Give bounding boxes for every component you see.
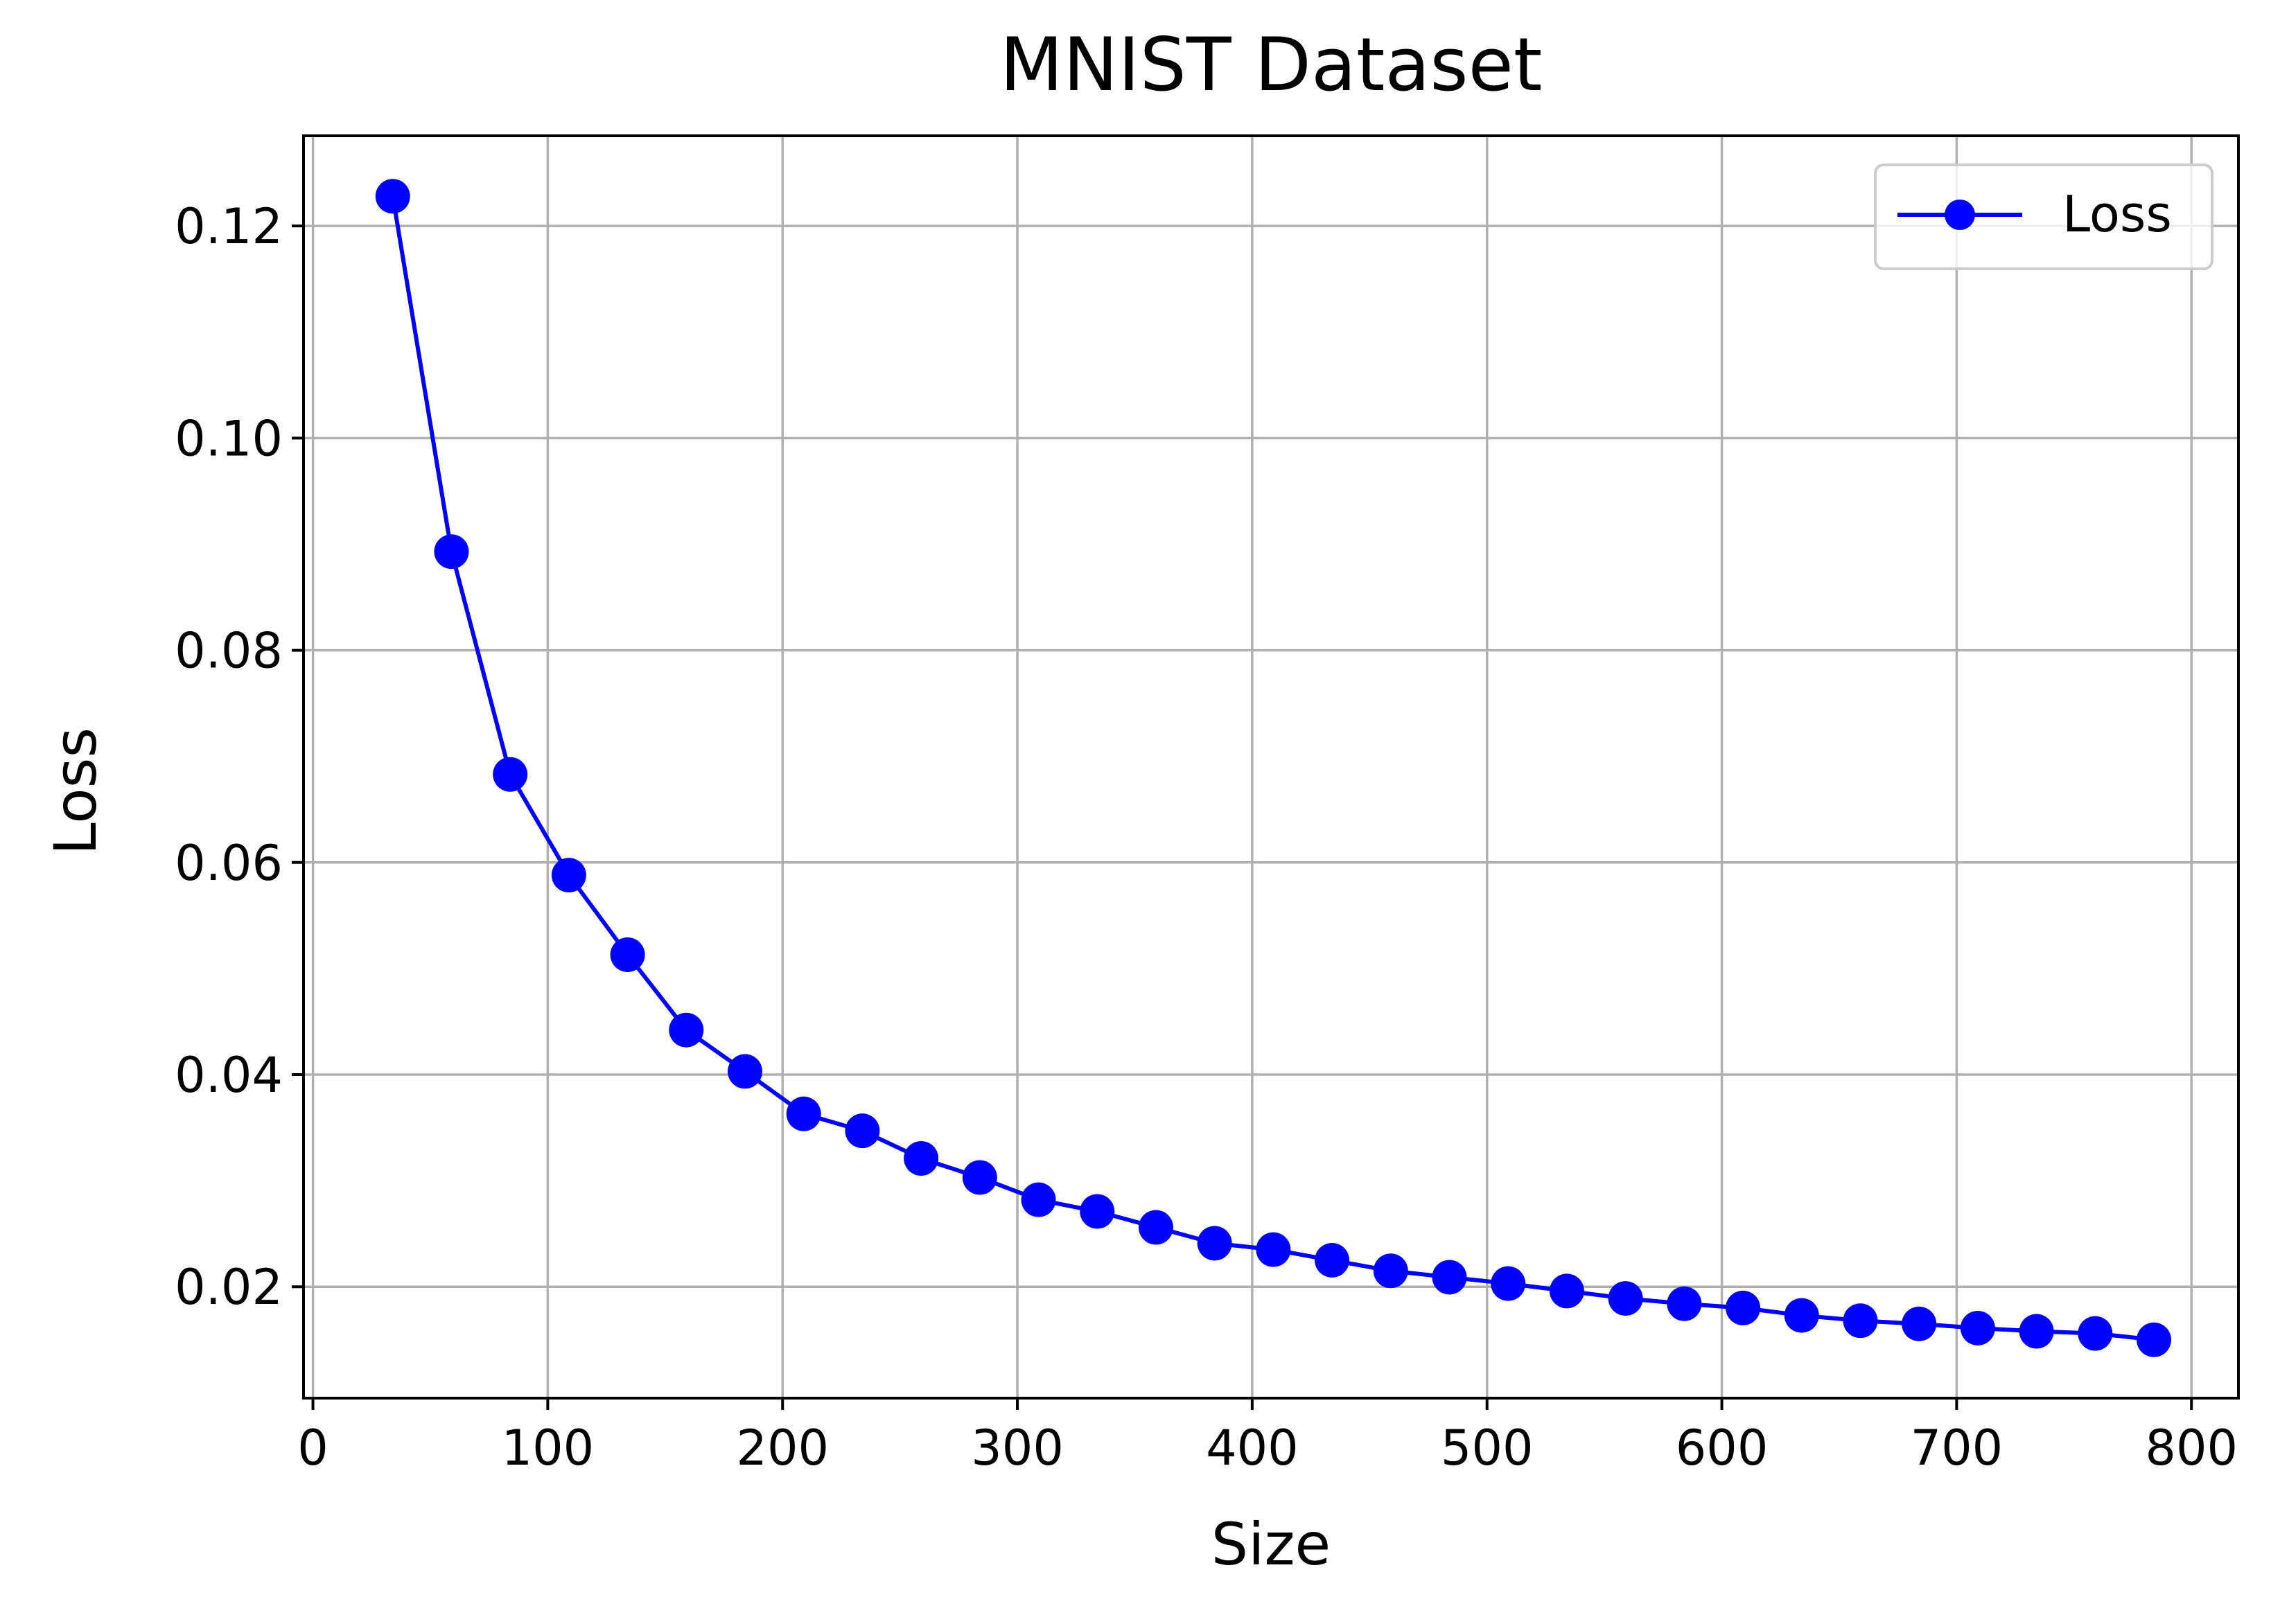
data-point[interactable] (551, 858, 586, 893)
data-point[interactable] (1021, 1182, 1056, 1217)
data-point[interactable] (1784, 1298, 1819, 1333)
x-tick-label: 0 (297, 1420, 328, 1476)
legend-box (1874, 164, 2213, 270)
x-tick-label: 200 (736, 1420, 829, 1476)
y-tick-label: 0.10 (175, 410, 283, 467)
x-tick-label: 800 (2145, 1420, 2238, 1476)
data-point[interactable] (728, 1054, 763, 1089)
data-point[interactable] (1549, 1273, 1584, 1309)
data-point[interactable] (1960, 1310, 1995, 1345)
x-tick-label: 100 (502, 1420, 595, 1476)
data-point[interactable] (1256, 1232, 1291, 1267)
data-point[interactable] (1491, 1266, 1526, 1301)
y-tick-label: 0.04 (175, 1047, 283, 1104)
data-point[interactable] (2078, 1316, 2113, 1351)
data-point[interactable] (610, 937, 645, 973)
data-point[interactable] (845, 1113, 880, 1149)
data-point[interactable] (786, 1096, 821, 1131)
data-point[interactable] (1080, 1194, 1115, 1229)
data-point[interactable] (1373, 1253, 1408, 1289)
grid-lines (304, 136, 2238, 1398)
data-point[interactable] (1315, 1242, 1350, 1278)
x-tick-label: 500 (1441, 1420, 1534, 1476)
x-tick-label: 700 (1911, 1420, 2003, 1476)
x-tick-label: 400 (1206, 1420, 1299, 1476)
data-point[interactable] (2019, 1314, 2054, 1349)
y-tick-label: 0.02 (175, 1259, 283, 1316)
legend[interactable]: Loss (1874, 164, 2213, 270)
data-point[interactable] (434, 534, 469, 570)
y-axis-label: Loss (42, 727, 109, 855)
y-axis-ticks: 0.02 0.04 0.06 0.08 0.10 0.12 (175, 198, 304, 1316)
data-point[interactable] (1667, 1286, 1702, 1321)
data-point[interactable] (962, 1160, 997, 1195)
plot-frame (302, 134, 2240, 1400)
data-point[interactable] (1726, 1290, 1761, 1325)
series-layer (375, 179, 2172, 1357)
data-point[interactable] (904, 1140, 939, 1176)
x-tick-label: 600 (1676, 1420, 1769, 1476)
y-tick-label: 0.06 (175, 835, 283, 892)
y-tick-label: 0.08 (175, 623, 283, 680)
legend-marker (1945, 200, 1975, 230)
data-point[interactable] (1902, 1306, 1937, 1341)
data-point[interactable] (669, 1012, 704, 1048)
x-axis-label: Size (1211, 1510, 1331, 1578)
data-point[interactable] (1843, 1303, 1878, 1339)
x-axis-ticks: 0 100 200 300 400 500 600 700 800 (297, 1398, 2238, 1476)
chart-title: MNIST Dataset (1000, 22, 1543, 107)
y-tick-label: 0.12 (175, 198, 283, 255)
data-point[interactable] (1608, 1281, 1643, 1316)
legend-label: Loss (2062, 185, 2172, 243)
data-point[interactable] (375, 179, 410, 214)
x-tick-label: 300 (971, 1420, 1064, 1476)
data-point[interactable] (1138, 1210, 1173, 1245)
data-point[interactable] (2137, 1322, 2172, 1357)
data-point[interactable] (1197, 1226, 1232, 1261)
data-point[interactable] (493, 757, 528, 792)
data-point[interactable] (1432, 1260, 1467, 1295)
